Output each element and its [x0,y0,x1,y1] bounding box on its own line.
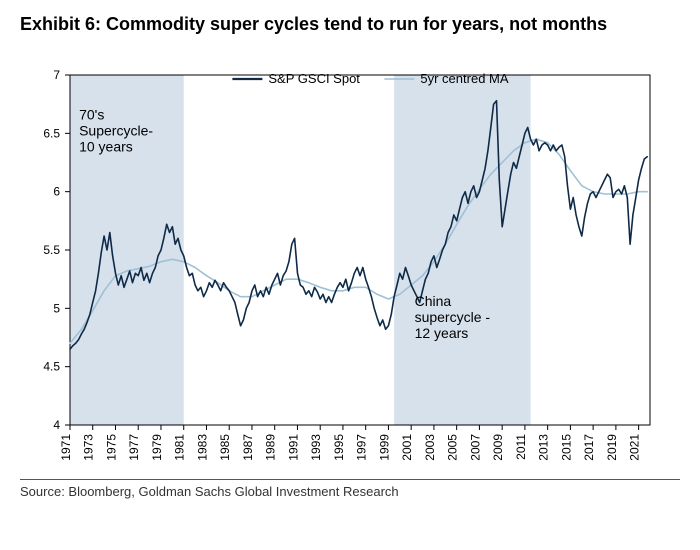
x-tick-label: 1989 [264,434,278,461]
x-tick-label: 1975 [104,434,118,461]
x-tick-label: 2017 [582,434,596,461]
x-tick-label: 1997 [355,434,369,461]
divider [20,479,680,480]
x-tick-label: 2005 [446,434,460,461]
x-tick-label: 1981 [173,434,187,461]
legend-label: S&P GSCI Spot [268,71,360,86]
x-tick-label: 1985 [218,434,232,461]
y-tick-label: 6.5 [43,126,60,140]
x-tick-label: 1973 [82,434,96,461]
x-tick-label: 2021 [628,434,642,461]
x-tick-label: 1977 [127,434,141,461]
y-tick-label: 7 [53,68,60,82]
x-tick-label: 1983 [195,434,209,461]
exhibit-title: Exhibit 6: Commodity super cycles tend t… [20,14,680,35]
x-tick-label: 1979 [150,434,164,461]
x-tick-label: 1991 [286,434,300,461]
x-tick-label: 2013 [537,434,551,461]
y-tick-label: 5 [53,301,60,315]
source-text: Source: Bloomberg, Goldman Sachs Global … [20,484,680,499]
x-tick-label: 2003 [423,434,437,461]
x-tick-label: 2019 [605,434,619,461]
x-tick-label: 2007 [468,434,482,461]
y-tick-label: 6 [53,185,60,199]
x-tick-label: 2009 [491,434,505,461]
legend-label: 5yr centred MA [420,71,508,86]
x-tick-label: 2001 [400,434,414,461]
x-tick-label: 1993 [309,434,323,461]
shaded-region [394,75,530,425]
chart-area: 4 4.5 5 5.5 6 6.5 7 1971 1973 1975 1977 1979 1981 198… [20,53,660,473]
x-tick-label: 2011 [514,434,528,460]
y-tick-label: 4.5 [43,360,60,374]
y-tick-label: 5.5 [43,243,60,257]
y-tick-label: 4 [53,418,60,432]
x-tick-label: 2015 [559,434,573,461]
x-tick-label: 1971 [59,434,73,461]
x-tick-label: 1999 [377,434,391,461]
x-tick-label: 1987 [241,434,255,461]
line-chart: 4 4.5 5 5.5 6 6.5 7 1971 1973 1975 1977 1979 1981 198… [20,53,660,473]
x-tick-label: 1995 [332,434,346,461]
